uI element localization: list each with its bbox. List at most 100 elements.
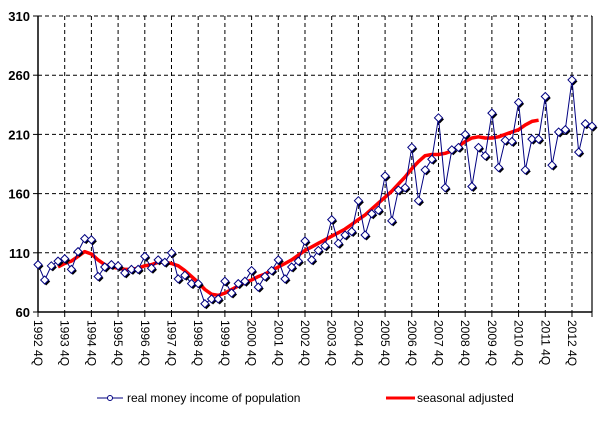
data-point-marker bbox=[39, 275, 50, 285]
data-point-marker bbox=[347, 226, 357, 237]
data-point-marker bbox=[400, 182, 410, 193]
data-point-marker bbox=[587, 121, 597, 131]
data-point-marker bbox=[186, 278, 197, 289]
data-point-marker bbox=[213, 294, 223, 304]
data-point-marker bbox=[487, 108, 497, 118]
data-point-marker bbox=[260, 271, 270, 282]
data-point-marker bbox=[333, 238, 344, 249]
data-point-marker bbox=[280, 274, 290, 284]
data-point-marker bbox=[387, 216, 397, 226]
data-point-marker bbox=[447, 145, 457, 155]
data-point-marker bbox=[266, 265, 277, 276]
data-point-marker bbox=[226, 288, 237, 298]
x-tick-label: 1997 4Q bbox=[164, 320, 178, 366]
data-point-marker bbox=[313, 245, 324, 256]
data-point-marker bbox=[520, 165, 530, 175]
x-tick-label: 1996 4Q bbox=[138, 320, 152, 366]
legend-label-seasonal: seasonal adjusted bbox=[417, 391, 514, 405]
y-axis-ticks: 60 110 160 210 260 310 bbox=[8, 9, 38, 320]
data-point-marker bbox=[140, 251, 150, 262]
x-tick-label: 1995 4Q bbox=[111, 320, 125, 366]
data-point-marker bbox=[160, 257, 170, 267]
data-point-marker bbox=[580, 119, 591, 129]
data-point-marker bbox=[106, 259, 117, 270]
x-tick-label: 2004 4Q bbox=[351, 320, 365, 366]
data-point-marker bbox=[86, 235, 97, 245]
data-point-marker bbox=[180, 270, 190, 281]
y-tick-label: 260 bbox=[8, 68, 30, 83]
data-point-marker bbox=[33, 259, 43, 270]
y-tick-label: 110 bbox=[9, 246, 30, 261]
data-point-marker bbox=[553, 127, 564, 137]
data-point-marker bbox=[407, 142, 417, 153]
data-point-marker bbox=[513, 97, 524, 108]
data-point-marker bbox=[46, 261, 57, 271]
legend-label-income: real money income of population bbox=[127, 391, 300, 405]
data-point-marker bbox=[173, 274, 183, 284]
y-tick-label: 60 bbox=[16, 305, 30, 320]
data-point-marker bbox=[293, 256, 304, 266]
data-point-marker bbox=[73, 246, 83, 257]
data-point-marker bbox=[353, 195, 364, 206]
x-tick-label: 2006 4Q bbox=[405, 320, 419, 366]
x-tick-label: 2005 4Q bbox=[378, 320, 392, 366]
data-point-marker bbox=[433, 113, 444, 123]
data-point-marker bbox=[320, 240, 330, 251]
data-point-marker bbox=[166, 248, 177, 258]
data-point-marker bbox=[80, 233, 90, 244]
data-point-marker bbox=[467, 181, 477, 192]
data-point-marker bbox=[453, 142, 464, 153]
x-tick-label: 2009 4Q bbox=[485, 320, 499, 366]
data-point-marker bbox=[233, 278, 243, 289]
data-point-marker bbox=[393, 185, 404, 195]
x-tick-label: 1993 4Q bbox=[58, 320, 72, 366]
data-point-marker bbox=[573, 147, 584, 157]
data-point-marker bbox=[527, 134, 537, 144]
data-point-marker bbox=[493, 162, 504, 173]
data-point-marker bbox=[193, 278, 203, 289]
data-point-marker bbox=[220, 276, 230, 286]
x-axis-ticks: 1992 4Q 1993 4Q 1994 4Q 1995 4Q 1996 4Q 1997 … bbox=[31, 312, 593, 366]
data-point-marker bbox=[146, 263, 157, 273]
data-point-marker bbox=[440, 182, 450, 193]
data-point-marker bbox=[360, 230, 370, 240]
data-point-marker bbox=[53, 256, 63, 266]
y-tick-label: 210 bbox=[8, 127, 30, 142]
data-point-marker bbox=[420, 165, 430, 175]
data-point-marker bbox=[560, 124, 571, 135]
data-point-marker bbox=[373, 205, 384, 215]
data-point-marker bbox=[380, 171, 390, 181]
data-point-marker bbox=[273, 255, 283, 265]
data-point-marker bbox=[120, 268, 130, 278]
data-point-marker bbox=[460, 129, 470, 140]
data-point-marker bbox=[286, 262, 297, 272]
data-point-marker bbox=[200, 299, 210, 309]
x-tick-label: 2011 4Q bbox=[538, 320, 552, 365]
data-point-marker bbox=[206, 294, 217, 304]
grid-lines bbox=[38, 15, 592, 312]
data-point-marker bbox=[153, 255, 163, 265]
y-tick-label: 160 bbox=[8, 187, 30, 202]
data-point-marker bbox=[533, 134, 544, 144]
data-point-marker bbox=[113, 261, 123, 271]
data-point-marker bbox=[306, 255, 317, 265]
data-point-marker bbox=[133, 264, 143, 275]
data-point-marker bbox=[253, 282, 263, 292]
x-tick-label: 2010 4Q bbox=[512, 320, 526, 366]
y-tick-label: 310 bbox=[8, 9, 30, 24]
data-point-marker bbox=[540, 91, 550, 102]
data-point-marker bbox=[300, 236, 310, 246]
x-tick-label: 2002 4Q bbox=[298, 320, 312, 366]
data-point-marker bbox=[246, 265, 257, 276]
data-point-marker bbox=[66, 264, 77, 275]
x-tick-label: 1992 4Q bbox=[31, 320, 45, 366]
x-tick-label: 2007 4Q bbox=[431, 320, 445, 366]
data-point-marker bbox=[367, 209, 377, 219]
series-group bbox=[33, 75, 598, 310]
data-point-marker bbox=[473, 142, 484, 153]
x-tick-label: 1994 4Q bbox=[84, 320, 98, 366]
data-point-marker bbox=[240, 276, 250, 286]
data-point-marker bbox=[326, 214, 337, 225]
x-tick-label: 1999 4Q bbox=[218, 320, 232, 366]
